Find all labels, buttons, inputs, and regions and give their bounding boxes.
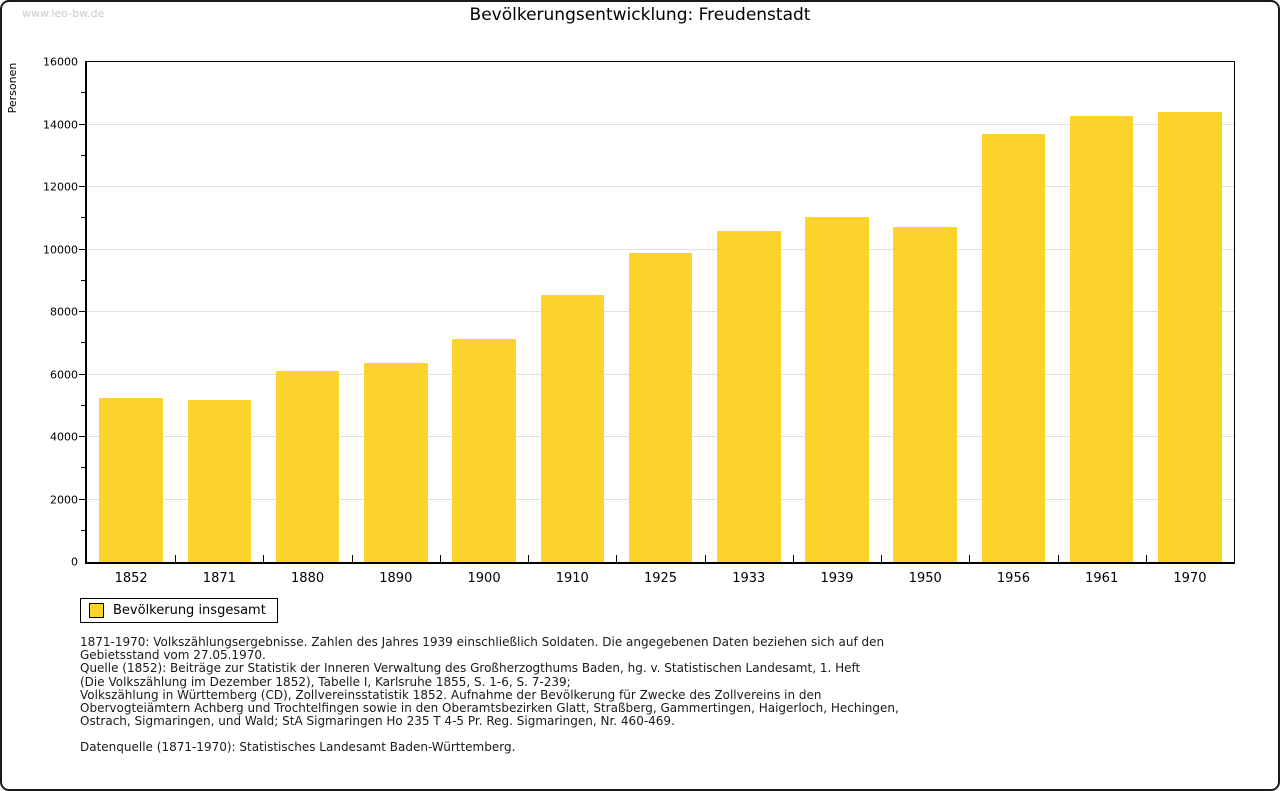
gridline-10000	[87, 248, 1234, 250]
bar-cell-1900	[440, 62, 528, 562]
x-tick-2	[263, 555, 265, 562]
chart-title: Bevölkerungsentwicklung: Freudenstadt	[469, 5, 811, 25]
footnote-line-5: Volkszählung in Württemberg (CD), Zollve…	[80, 687, 822, 702]
y-axis-title: Personen	[6, 62, 19, 114]
y-label-8000: 8000	[50, 305, 78, 319]
bar-1890	[364, 362, 428, 562]
x-tick-1	[175, 555, 177, 562]
y-tick-5000	[81, 404, 85, 406]
y-tick-7000	[81, 342, 85, 344]
y-tick-11000	[81, 217, 85, 219]
y-label-0: 0	[71, 555, 78, 569]
x-tick-10	[969, 555, 971, 562]
bar-cell-1956	[969, 62, 1057, 562]
footnote-line-2: Gebietsstand vom 27.05.1970.	[80, 648, 266, 663]
y-tick-14000	[79, 123, 85, 125]
bar-1925	[628, 252, 693, 562]
bar-cell-1950	[881, 62, 969, 562]
footnote-line-6: Obervogteiämtern Achberg und Trochtelfin…	[80, 701, 899, 716]
legend-label: Bevölkerung insgesamt	[113, 603, 266, 618]
y-tick-8000	[79, 311, 85, 312]
x-tick-7	[704, 555, 706, 562]
x-label-1933: 1933	[732, 571, 766, 586]
y-label-16000: 16000	[43, 55, 78, 69]
legend-swatch-icon	[89, 603, 104, 618]
watermark: www.leo-bw.de	[22, 7, 105, 20]
x-label-1890: 1890	[379, 571, 413, 586]
datasource-line: Datenquelle (1871-1970): Statistisches L…	[80, 740, 516, 755]
bar-cell-1871	[175, 62, 263, 562]
x-axis-labels: 1852 1871 1880 1890 1900 1910 1925 1933 1939 1950…	[87, 571, 1234, 586]
bar-1852	[99, 397, 163, 562]
bar-1933	[717, 231, 781, 562]
y-tick-4000	[79, 436, 85, 437]
x-tick-5	[528, 555, 530, 562]
bar-cell-1933	[705, 62, 793, 562]
footnote-line-3: Quelle (1852): Beiträge zur Statistik de…	[80, 661, 861, 676]
x-label-1910: 1910	[555, 571, 589, 586]
bar-1939	[805, 217, 869, 562]
bar-cell-1890	[352, 62, 440, 562]
footnote-line-1: 1871-1970: Volkszählungsergebnisse. Zahl…	[80, 635, 885, 649]
bar-cell-1910	[528, 62, 616, 562]
x-tick-11	[1057, 555, 1059, 562]
y-tick-1000	[81, 529, 85, 531]
x-label-1956: 1956	[996, 571, 1030, 586]
bar-1961	[1069, 116, 1134, 562]
bar-cell-1852	[87, 62, 175, 562]
bar-1970	[1158, 112, 1222, 562]
bar-cell-1961	[1058, 62, 1146, 562]
x-tick-9	[881, 555, 883, 562]
x-label-1852: 1852	[114, 571, 148, 586]
y-tick-13000	[81, 154, 85, 156]
y-tick-9000	[81, 279, 85, 281]
footnote-line-4: (Die Volkszählung im Dezember 1852), Tab…	[80, 674, 571, 689]
bar-1880	[275, 371, 340, 562]
x-tick-3	[351, 555, 353, 562]
bar-cell-1925	[616, 62, 704, 562]
x-label-1961: 1961	[1085, 571, 1119, 586]
y-label-4000: 4000	[50, 430, 78, 444]
y-tick-6000	[79, 373, 85, 375]
bar-cell-1939	[793, 62, 881, 562]
bar-cell-1880	[263, 62, 351, 562]
y-tick-15000	[81, 92, 85, 94]
x-label-1939: 1939	[820, 571, 854, 586]
y-label-14000: 14000	[43, 118, 78, 131]
x-tick-12	[1145, 555, 1147, 562]
y-tick-12000	[79, 186, 85, 187]
x-label-1970: 1970	[1173, 571, 1207, 586]
footnotes: 1871-1970: Volkszählungsergebnisse. Zahl…	[80, 635, 899, 755]
x-label-1900: 1900	[467, 571, 501, 586]
gridline-14000	[87, 123, 1234, 125]
bar-1910	[540, 295, 605, 562]
x-label-1880: 1880	[291, 571, 325, 586]
bar-1900	[452, 338, 516, 562]
plot-area: 0 2000 4000 6000 8000 10000 12000 14000 16000 18…	[43, 56, 1235, 586]
bar-cell-1970	[1146, 62, 1234, 562]
y-tick-10000	[79, 248, 85, 250]
gridline-12000	[87, 186, 1234, 187]
x-tick-4	[439, 555, 441, 562]
y-tick-2000	[79, 498, 85, 500]
bar-series	[87, 62, 1234, 562]
legend: Bevölkerung insgesamt	[80, 598, 278, 623]
y-label-2000: 2000	[50, 493, 78, 506]
x-label-1950: 1950	[908, 571, 942, 586]
y-label-10000: 10000	[43, 243, 78, 256]
x-label-1871: 1871	[202, 571, 236, 586]
x-tick-6	[616, 555, 618, 562]
bar-1950	[893, 227, 957, 562]
bar-1956	[981, 134, 1046, 562]
y-label-12000: 12000	[43, 180, 78, 194]
bar-1871	[187, 400, 252, 562]
footnote-line-7: Ostrach, Sigmaringen, und Wald; StA Sigm…	[80, 714, 675, 729]
y-tick-3000	[81, 467, 85, 469]
x-tick-8	[792, 555, 794, 562]
x-label-1925: 1925	[643, 571, 678, 586]
y-label-6000: 6000	[50, 368, 78, 381]
